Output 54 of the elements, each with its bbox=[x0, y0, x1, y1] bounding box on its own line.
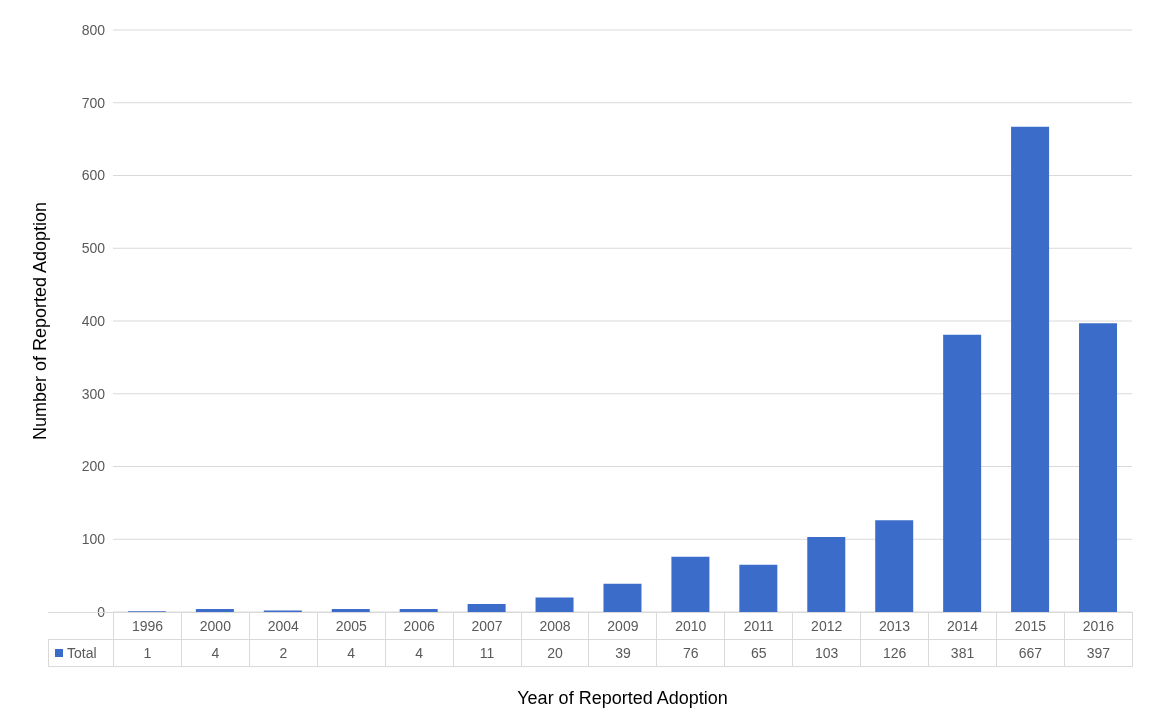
x-tick-label: 1996 bbox=[113, 613, 181, 639]
bar bbox=[875, 520, 914, 612]
data-label: 11 bbox=[452, 640, 521, 666]
x-axis-title: Year of Reported Adoption bbox=[516, 688, 729, 709]
data-label: 397 bbox=[1063, 640, 1132, 666]
bar bbox=[603, 583, 642, 612]
data-label: 39 bbox=[588, 640, 657, 666]
x-tick-label: 2010 bbox=[656, 613, 725, 639]
y-tick-label: 700 bbox=[81, 94, 106, 111]
bar bbox=[943, 334, 982, 612]
bar bbox=[807, 537, 846, 612]
data-label: 65 bbox=[724, 640, 793, 666]
bar bbox=[195, 609, 234, 612]
x-tick-label: 2012 bbox=[792, 613, 861, 639]
x-tick-label: 2000 bbox=[180, 613, 249, 639]
y-tick-label: 800 bbox=[81, 21, 106, 38]
x-tick-label: 2015 bbox=[995, 613, 1064, 639]
y-axis-title: Number of Reported Adoption bbox=[30, 201, 51, 441]
bar bbox=[1011, 126, 1050, 612]
data-label: 1 bbox=[113, 640, 181, 666]
x-tick-label: 2011 bbox=[724, 613, 793, 639]
bar bbox=[399, 609, 438, 612]
bar bbox=[467, 604, 506, 612]
y-tick-label: 600 bbox=[81, 167, 106, 184]
data-label: 4 bbox=[384, 640, 453, 666]
data-label: 667 bbox=[995, 640, 1064, 666]
data-label: 4 bbox=[180, 640, 249, 666]
y-tick-label: 500 bbox=[81, 240, 106, 257]
bar bbox=[739, 564, 778, 612]
bar bbox=[535, 597, 574, 612]
x-tick-label: 2004 bbox=[248, 613, 317, 639]
y-tick-label: 100 bbox=[81, 531, 106, 548]
data-label: 126 bbox=[860, 640, 929, 666]
data-label: 381 bbox=[928, 640, 996, 666]
y-tick-label: 200 bbox=[81, 458, 106, 475]
data-label: 20 bbox=[520, 640, 589, 666]
x-tick-label: 2005 bbox=[316, 613, 385, 639]
x-tick-label: 2014 bbox=[928, 613, 996, 639]
bar bbox=[671, 556, 710, 612]
data-label: 103 bbox=[792, 640, 861, 666]
x-tick-label: 2007 bbox=[452, 613, 521, 639]
x-tick-label: 2013 bbox=[860, 613, 929, 639]
bar bbox=[331, 609, 370, 612]
data-label: 4 bbox=[316, 640, 385, 666]
y-tick-label: 400 bbox=[81, 312, 106, 329]
x-tick-label: 2006 bbox=[384, 613, 453, 639]
bar bbox=[1079, 323, 1118, 612]
y-tick-label: 300 bbox=[81, 385, 106, 402]
data-label: 76 bbox=[656, 640, 725, 666]
legend-label: Total bbox=[67, 644, 97, 663]
x-tick-label: 2009 bbox=[588, 613, 657, 639]
data-label: 2 bbox=[248, 640, 317, 666]
x-tick-label: 2016 bbox=[1063, 613, 1132, 639]
x-tick-label: 2008 bbox=[520, 613, 589, 639]
